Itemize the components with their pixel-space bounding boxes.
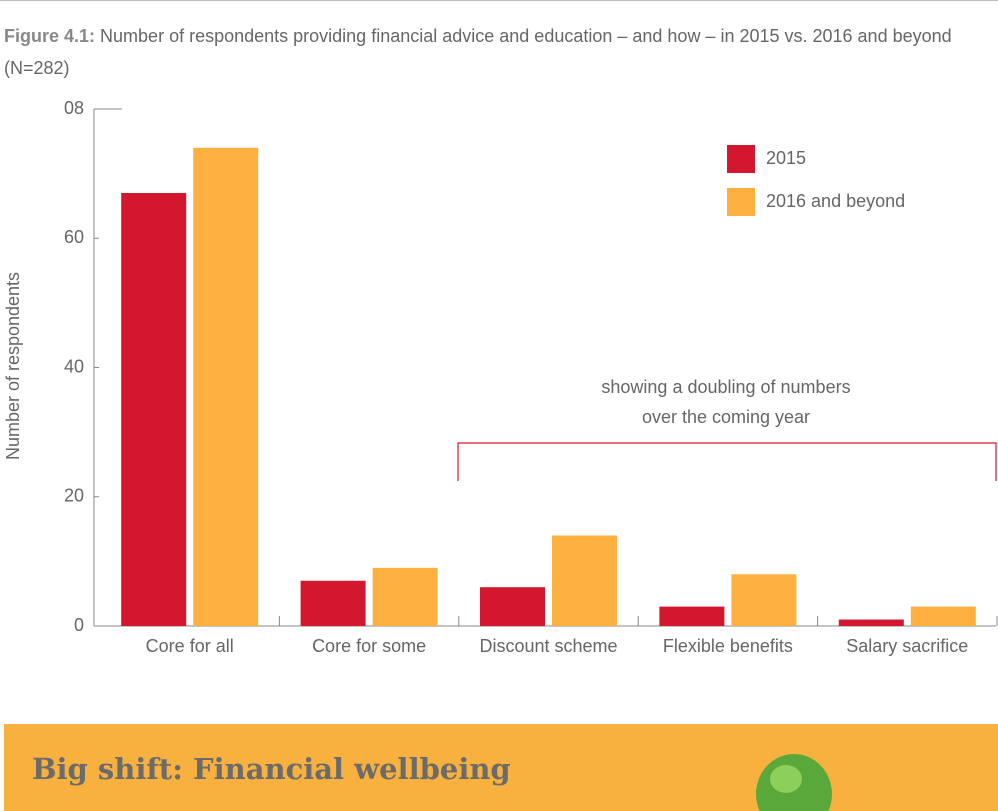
figure-label: Figure 4.1:	[4, 26, 96, 46]
y-tick-label: 40	[64, 356, 84, 376]
frog-illustration	[756, 754, 832, 811]
legend-label: 2016 and beyond	[766, 191, 905, 211]
bar	[731, 574, 797, 626]
banner-title: Big shift: Financial wellbeing	[32, 752, 511, 786]
x-tick-label: Discount scheme	[479, 636, 617, 656]
x-tick-label: Salary sacrifice	[846, 636, 968, 656]
legend-label: 2015	[766, 148, 806, 168]
x-tick-label: Core for some	[312, 636, 426, 656]
chart-title: Figure 4.1: Number of respondents provid…	[4, 20, 979, 84]
y-tick-label: 08	[64, 98, 84, 118]
bar	[193, 147, 259, 626]
bar	[910, 606, 976, 626]
bar	[659, 606, 725, 626]
bar	[838, 619, 904, 626]
annotation: showing a doubling of numbers	[601, 377, 850, 397]
bar	[480, 587, 545, 626]
bracket	[457, 442, 997, 481]
annotation: over the coming year	[642, 407, 810, 427]
bar	[372, 567, 438, 626]
y-axis-label: Number of respondents	[3, 272, 23, 460]
legend-swatch	[727, 188, 755, 216]
banner: Big shift: Financial wellbeing	[4, 724, 998, 811]
chart: Number of respondents showing a doubling…	[0, 0, 998, 656]
x-tick-label: Flexible benefits	[663, 636, 793, 656]
x-tick-label: Core for all	[146, 636, 234, 656]
y-tick-label: 60	[64, 227, 84, 247]
bar	[121, 193, 187, 626]
bar	[552, 535, 617, 626]
y-tick-label: 20	[64, 486, 84, 506]
bar	[300, 580, 366, 626]
y-tick-label: 0	[74, 615, 84, 635]
title-text: Number of respondents providing financia…	[4, 26, 952, 78]
legend-swatch	[727, 145, 755, 173]
